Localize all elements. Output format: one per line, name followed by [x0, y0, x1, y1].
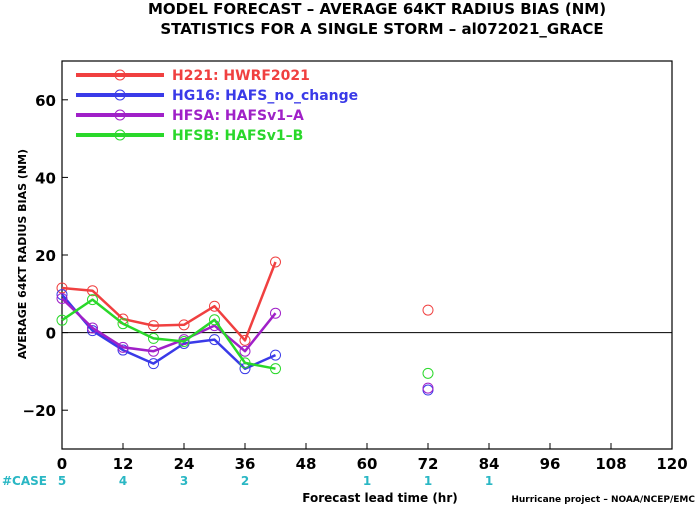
case-count: 2 — [241, 474, 249, 488]
x-tick-label: 0 — [57, 455, 67, 473]
case-count: 4 — [119, 474, 127, 488]
legend-marker — [114, 69, 126, 81]
x-tick-label: 24 — [174, 455, 195, 473]
data-point — [87, 294, 98, 306]
series-line — [61, 261, 277, 342]
data-point — [270, 307, 281, 319]
data-point — [270, 349, 281, 361]
y-tick-label: 60 — [35, 92, 56, 110]
data-point — [148, 332, 159, 344]
data-point — [422, 367, 434, 379]
data-point — [422, 304, 434, 316]
legend-label: HFSA: HAFSv1–A — [172, 108, 304, 124]
y-tick-label: 20 — [35, 247, 56, 265]
legend-marker — [114, 129, 126, 141]
series-line — [61, 297, 277, 353]
data-point — [56, 314, 68, 326]
case-count: 1 — [363, 474, 371, 488]
x-tick-label: 60 — [357, 455, 378, 473]
data-point — [117, 344, 129, 356]
data-point — [239, 334, 251, 346]
legend-label: H221: HWRF2021 — [172, 68, 310, 84]
data-point — [270, 363, 281, 375]
x-tick-label: 120 — [656, 455, 687, 473]
case-count: 1 — [485, 474, 493, 488]
x-tick-label: 12 — [113, 455, 134, 473]
x-tick-label: 84 — [479, 455, 500, 473]
data-point — [148, 320, 159, 332]
plot-area: 0 12 24 36 48 60 72 84 96 108 120 −20 0 20 40 60 5 4 3 2 1 1 1… — [23, 60, 688, 488]
data-point — [148, 345, 159, 357]
x-tick-label: 36 — [235, 455, 256, 473]
data-point — [270, 256, 281, 268]
data-point — [209, 334, 220, 346]
legend-marker — [114, 109, 126, 121]
chart-title: MODEL FORECAST – AVERAGE 64KT RADIUS BIA… — [148, 0, 606, 18]
x-tick-label: 72 — [418, 455, 439, 473]
legend-label: HG16: HAFS_no_change — [172, 88, 358, 104]
data-point — [422, 382, 434, 394]
cases-label: #CASE — [2, 474, 47, 488]
y-tick-label: 0 — [46, 325, 56, 343]
data-point — [178, 319, 190, 331]
y-tick-label: 40 — [35, 169, 56, 187]
case-count: 5 — [58, 474, 66, 488]
data-point — [178, 336, 190, 348]
data-point — [239, 357, 251, 369]
data-point — [56, 292, 68, 304]
data-point — [117, 341, 129, 353]
legend-label: HFSB: HAFSv1–B — [172, 128, 303, 144]
chart-subtitle: STATISTICS FOR A SINGLE STORM – al072021… — [160, 20, 603, 38]
data-point — [148, 358, 159, 370]
plot-frame — [61, 60, 673, 450]
data-point — [87, 285, 98, 297]
data-point — [209, 300, 220, 312]
data-point — [87, 322, 98, 334]
case-count: 3 — [180, 474, 188, 488]
series-line — [61, 298, 276, 370]
credit-text: Hurricane project – NOAA/NCEP/EMC — [511, 495, 695, 505]
data-point — [239, 345, 251, 357]
x-axis-label: Forecast lead time (hr) — [302, 491, 458, 505]
x-tick-label: 108 — [595, 455, 626, 473]
y-tick-label: −20 — [23, 402, 56, 420]
legend-marker — [114, 89, 126, 101]
data-point — [209, 314, 220, 326]
x-tick-label: 48 — [296, 455, 317, 473]
case-count: 1 — [424, 474, 432, 488]
x-tick-label: 96 — [540, 455, 561, 473]
data-point — [117, 318, 129, 330]
y-axis-label: AVERAGE 64KT RADIUS BIAS (NM) — [16, 149, 29, 359]
